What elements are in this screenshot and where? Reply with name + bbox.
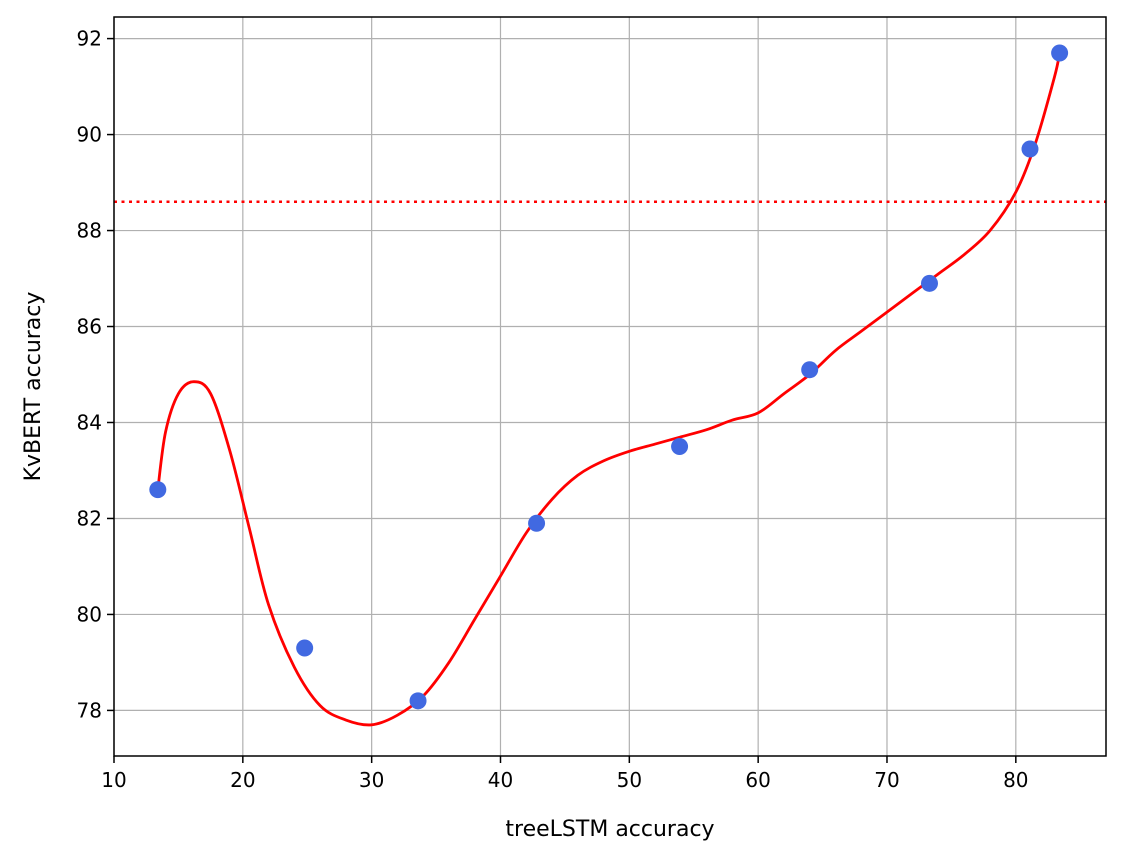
data-point [1021, 140, 1039, 158]
data-point [409, 692, 427, 710]
y-tick-label: 86 [77, 315, 102, 339]
data-point [296, 639, 314, 657]
y-tick-label: 92 [77, 27, 102, 51]
data-point [671, 437, 689, 455]
y-tick-label: 80 [77, 602, 102, 626]
y-tick-label: 82 [77, 506, 102, 530]
x-tick-label: 10 [101, 768, 126, 792]
x-tick-label: 30 [359, 768, 384, 792]
fitted-curve [156, 51, 1062, 727]
plot-frame [113, 16, 1107, 757]
data-point [1051, 44, 1069, 62]
y-tick-label: 84 [77, 410, 102, 434]
y-tick-label: 90 [77, 123, 102, 147]
x-tick-label: 50 [617, 768, 642, 792]
grid [113, 17, 1106, 756]
data-point [149, 481, 167, 499]
data-point [801, 361, 819, 379]
y-axis-label: KvBERT accuracy [21, 292, 46, 482]
fitted-curve-group [156, 51, 1062, 727]
x-axis-label: treeLSTM accuracy [505, 817, 714, 842]
x-tick-label: 80 [1003, 768, 1028, 792]
x-tick-label: 70 [874, 768, 899, 792]
y-tick-label: 88 [77, 219, 102, 243]
x-tick-label: 20 [230, 768, 255, 792]
scatter-points [149, 44, 1069, 710]
axis-ticks: 10 20 30 40 50 60 70 80 78 80 82 84 86 88 90 92 [77, 27, 1029, 792]
data-point [921, 274, 939, 292]
x-tick-label: 60 [745, 768, 770, 792]
x-tick-label: 40 [488, 768, 513, 792]
y-tick-label: 78 [77, 698, 102, 722]
data-point [528, 514, 546, 532]
